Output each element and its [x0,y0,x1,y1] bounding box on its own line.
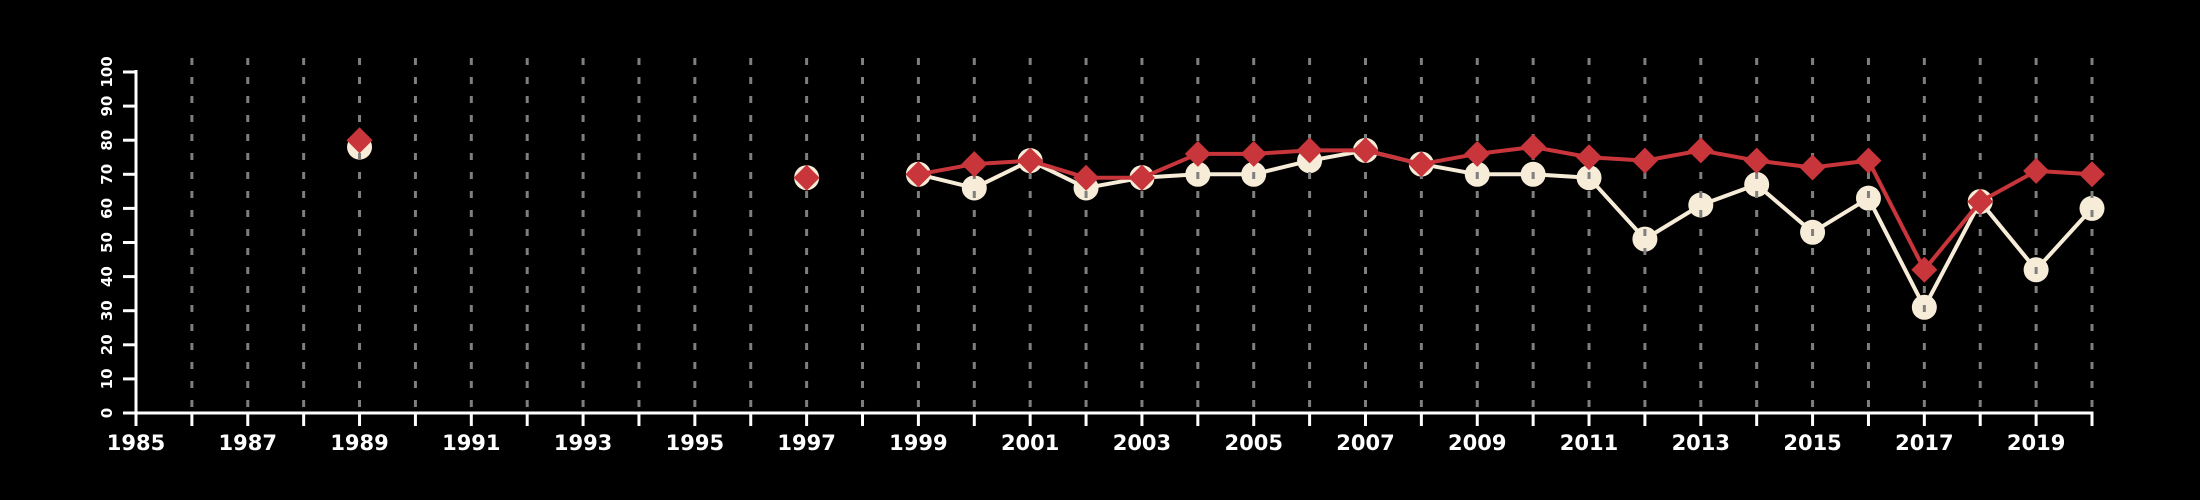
x-tick-label-1985: 1985 [107,431,165,455]
x-tick-label-1997: 1997 [777,431,835,455]
data-point-diamond-2006 [1296,137,1323,164]
x-tick-label-1993: 1993 [554,431,612,455]
x-tick-label-2003: 2003 [1113,431,1171,455]
data-point-diamond-2010 [1520,134,1547,161]
data-point-diamond-2011 [1576,144,1603,171]
y-tick-label-40: 40 [98,266,116,287]
x-tick-label-2015: 2015 [1783,431,1841,455]
x-tick-label-2009: 2009 [1448,431,1506,455]
y-tick-label-80: 80 [98,130,116,151]
data-point-diamond-1997 [793,164,820,191]
data-point-diamond-2007 [1352,137,1379,164]
axes: 0 10 20 30 40 50 60 70 80 90 100 1985 1987 1989 1991 19… [98,56,2094,455]
data-point-circle-2013 [1688,192,1714,218]
x-tick-label-2011: 2011 [1560,431,1618,455]
y-tick-label-50: 50 [98,232,116,253]
x-tick-label-1989: 1989 [330,431,388,455]
x-tick-label-1987: 1987 [219,431,277,455]
data-point-diamond-2013 [1687,137,1714,164]
data-point-diamond-2004 [1184,140,1211,167]
x-tick-label-1995: 1995 [666,431,724,455]
y-tick-label-10: 10 [98,368,116,389]
gridlines [190,58,2094,413]
data-point-diamond-1999 [905,161,932,188]
data-point-diamond-2001 [1017,147,1044,174]
data-point-diamond-2018 [1967,188,1994,215]
red-series-line [916,145,2094,272]
data-point-circle-2012 [1632,226,1658,252]
data-point-diamond-2003 [1128,164,1155,191]
data-point-diamond-2015 [1799,154,1826,181]
data-point-circle-2016 [1855,185,1881,211]
y-tick-label-0: 0 [98,408,116,418]
x-tick-label-1991: 1991 [442,431,500,455]
cream-series-polyline [916,148,2094,310]
data-point-circle-2000 [961,175,987,201]
data-point-diamond-2000 [961,151,988,178]
data-point-diamond-2012 [1631,147,1658,174]
data-point-diamond-2014 [1743,147,1770,174]
data-point-diamond-2020 [2079,161,2105,188]
x-tick-label-2001: 2001 [1001,431,1059,455]
data-point-diamond-2017 [1911,256,1938,283]
data-point-diamond-1989 [346,127,373,154]
data-point-diamond-2002 [1073,164,1100,191]
data-point-diamond-2019 [2023,157,2050,184]
x-tick-label-2017: 2017 [1895,431,1953,455]
y-tick-label-70: 70 [98,164,116,185]
x-tick-label-2013: 2013 [1672,431,1730,455]
data-point-diamond-2009 [1464,140,1491,167]
data-point-diamond-2008 [1408,151,1435,178]
data-point-diamond-2005 [1240,140,1267,167]
data-point-diamond-2016 [1855,147,1882,174]
y-tick-label-30: 30 [98,300,116,321]
data-point-circle-2020 [2079,195,2105,221]
y-tick-label-100: 100 [98,56,116,87]
x-tick-label-2019: 2019 [2007,431,2065,455]
red-series-polyline [916,145,2094,272]
y-tick-label-90: 90 [98,96,116,117]
x-tick-label-1999: 1999 [889,431,947,455]
x-tick-label-2005: 2005 [1224,431,1282,455]
y-tick-label-20: 20 [98,334,116,355]
data-point-circle-2014 [1744,172,1770,198]
x-tick-label-2007: 2007 [1336,431,1394,455]
cream-series-line [916,148,2094,310]
red-series-markers [346,127,2105,283]
y-tick-label-60: 60 [98,198,116,219]
